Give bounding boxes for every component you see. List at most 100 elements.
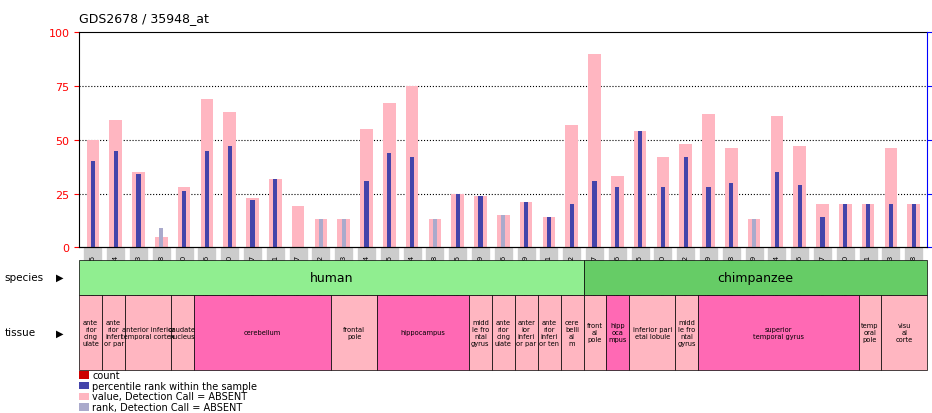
Text: ante
rior
inferi
or par: ante rior inferi or par bbox=[103, 319, 124, 346]
Text: hippocampus: hippocampus bbox=[401, 330, 445, 335]
Bar bbox=[566, 126, 578, 248]
Bar bbox=[178, 188, 190, 248]
Bar bbox=[588, 55, 601, 248]
Text: frontal
pole: frontal pole bbox=[343, 326, 365, 339]
Bar bbox=[820, 218, 825, 248]
Bar bbox=[90, 162, 95, 248]
Bar bbox=[657, 158, 669, 248]
Bar bbox=[514, 295, 538, 370]
Bar bbox=[725, 149, 737, 248]
Text: anterior inferior
temporal cortex: anterior inferior temporal cortex bbox=[121, 326, 174, 339]
Bar bbox=[843, 205, 847, 248]
Bar bbox=[569, 205, 574, 248]
Bar bbox=[492, 295, 514, 370]
Text: midd
le fro
ntal
gyrus: midd le fro ntal gyrus bbox=[471, 319, 489, 346]
Bar bbox=[87, 140, 99, 248]
Text: hipp
oca
mpus: hipp oca mpus bbox=[609, 323, 627, 342]
Bar bbox=[683, 158, 688, 248]
Bar bbox=[884, 149, 898, 248]
Bar bbox=[911, 205, 916, 248]
Bar bbox=[729, 183, 733, 248]
Bar bbox=[360, 130, 373, 248]
Text: species: species bbox=[5, 273, 44, 282]
Bar bbox=[103, 295, 125, 370]
Bar bbox=[429, 220, 441, 248]
Bar bbox=[292, 207, 305, 248]
Bar bbox=[194, 295, 332, 370]
Text: GDS2678 / 35948_at: GDS2678 / 35948_at bbox=[79, 12, 209, 25]
Text: value, Detection Call = ABSENT: value, Detection Call = ABSENT bbox=[92, 392, 247, 401]
Bar bbox=[839, 205, 852, 248]
Text: ante
rior
inferi
or ten: ante rior inferi or ten bbox=[539, 319, 559, 346]
Bar bbox=[634, 132, 647, 248]
Bar bbox=[706, 188, 710, 248]
Bar bbox=[542, 218, 555, 248]
Text: chimpanzee: chimpanzee bbox=[718, 271, 793, 284]
Bar bbox=[583, 295, 607, 370]
Bar bbox=[547, 218, 551, 248]
Text: cere
belli
al
m: cere belli al m bbox=[565, 319, 580, 346]
Bar bbox=[638, 132, 642, 248]
Bar bbox=[171, 295, 194, 370]
Text: ante
rior
cing
ulate: ante rior cing ulate bbox=[495, 319, 512, 346]
Bar bbox=[771, 117, 783, 248]
Text: caudate
nucleus: caudate nucleus bbox=[169, 326, 196, 339]
Bar bbox=[227, 147, 232, 248]
Bar bbox=[520, 203, 532, 248]
Bar bbox=[182, 192, 186, 248]
Bar bbox=[747, 220, 761, 248]
Bar bbox=[342, 220, 346, 248]
Text: visu
al
corte: visu al corte bbox=[896, 323, 913, 342]
Bar bbox=[224, 112, 236, 248]
Bar bbox=[383, 104, 395, 248]
Bar bbox=[538, 295, 560, 370]
Text: percentile rank within the sample: percentile rank within the sample bbox=[92, 381, 257, 391]
Text: anter
ior
inferi
or par: anter ior inferi or par bbox=[516, 319, 536, 346]
Bar bbox=[524, 203, 528, 248]
Bar bbox=[675, 295, 698, 370]
Bar bbox=[862, 205, 874, 248]
Bar bbox=[269, 179, 281, 248]
Text: midd
le fro
ntal
gyrus: midd le fro ntal gyrus bbox=[678, 319, 696, 346]
Bar bbox=[560, 295, 583, 370]
Bar bbox=[332, 295, 377, 370]
Text: tissue: tissue bbox=[5, 328, 35, 337]
Bar bbox=[615, 188, 620, 248]
Bar bbox=[79, 260, 583, 295]
Bar bbox=[478, 196, 483, 248]
Bar bbox=[798, 185, 802, 248]
Bar bbox=[593, 181, 596, 248]
Text: rank, Detection Call = ABSENT: rank, Detection Call = ABSENT bbox=[92, 402, 242, 412]
Bar bbox=[405, 87, 418, 248]
Text: ▶: ▶ bbox=[56, 273, 63, 282]
Bar bbox=[793, 147, 806, 248]
Bar bbox=[774, 173, 779, 248]
Bar bbox=[200, 100, 213, 248]
Bar bbox=[114, 151, 117, 248]
Bar bbox=[246, 198, 259, 248]
Bar bbox=[273, 179, 278, 248]
Bar bbox=[752, 220, 756, 248]
Bar bbox=[611, 177, 624, 248]
Bar bbox=[908, 205, 920, 248]
Bar bbox=[387, 153, 391, 248]
Bar bbox=[607, 295, 629, 370]
Bar bbox=[315, 220, 327, 248]
Bar bbox=[251, 201, 254, 248]
Bar bbox=[155, 237, 168, 248]
Text: count: count bbox=[92, 370, 120, 380]
Bar bbox=[889, 205, 893, 248]
Text: ▶: ▶ bbox=[56, 328, 63, 337]
Bar bbox=[497, 216, 510, 248]
Bar bbox=[679, 145, 692, 248]
Text: human: human bbox=[309, 271, 353, 284]
Bar bbox=[698, 295, 858, 370]
Bar bbox=[474, 196, 487, 248]
Bar bbox=[132, 173, 144, 248]
Bar bbox=[456, 194, 459, 248]
Bar bbox=[882, 295, 927, 370]
Bar bbox=[79, 295, 103, 370]
Bar bbox=[432, 220, 437, 248]
Bar bbox=[377, 295, 469, 370]
Bar bbox=[319, 220, 323, 248]
